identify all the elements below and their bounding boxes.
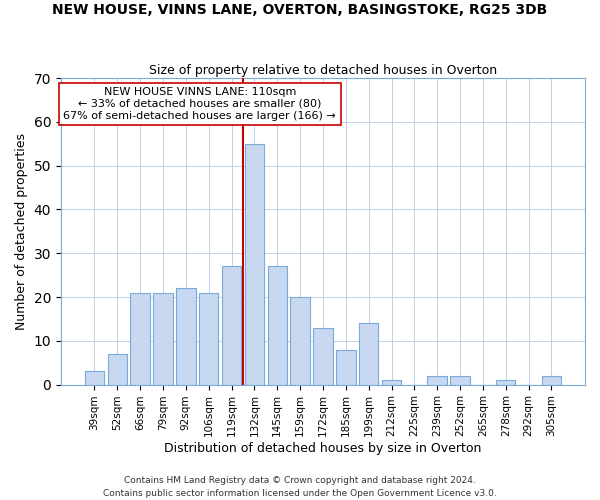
Bar <box>451 376 470 384</box>
Bar <box>199 292 218 384</box>
Bar <box>427 376 447 384</box>
Bar <box>313 328 332 384</box>
Bar <box>85 372 104 384</box>
X-axis label: Distribution of detached houses by size in Overton: Distribution of detached houses by size … <box>164 442 482 455</box>
Bar <box>542 376 561 384</box>
Bar <box>336 350 356 384</box>
Bar <box>245 144 264 384</box>
Bar <box>290 297 310 384</box>
Text: Contains HM Land Registry data © Crown copyright and database right 2024.
Contai: Contains HM Land Registry data © Crown c… <box>103 476 497 498</box>
Bar <box>359 324 379 384</box>
Bar <box>107 354 127 384</box>
Title: Size of property relative to detached houses in Overton: Size of property relative to detached ho… <box>149 64 497 77</box>
Text: NEW HOUSE VINNS LANE: 110sqm
← 33% of detached houses are smaller (80)
67% of se: NEW HOUSE VINNS LANE: 110sqm ← 33% of de… <box>64 88 336 120</box>
Bar <box>496 380 515 384</box>
Text: NEW HOUSE, VINNS LANE, OVERTON, BASINGSTOKE, RG25 3DB: NEW HOUSE, VINNS LANE, OVERTON, BASINGST… <box>52 2 548 16</box>
Bar <box>153 292 173 384</box>
Bar <box>222 266 241 384</box>
Y-axis label: Number of detached properties: Number of detached properties <box>15 133 28 330</box>
Bar <box>130 292 150 384</box>
Bar <box>268 266 287 384</box>
Bar <box>382 380 401 384</box>
Bar <box>176 288 196 384</box>
